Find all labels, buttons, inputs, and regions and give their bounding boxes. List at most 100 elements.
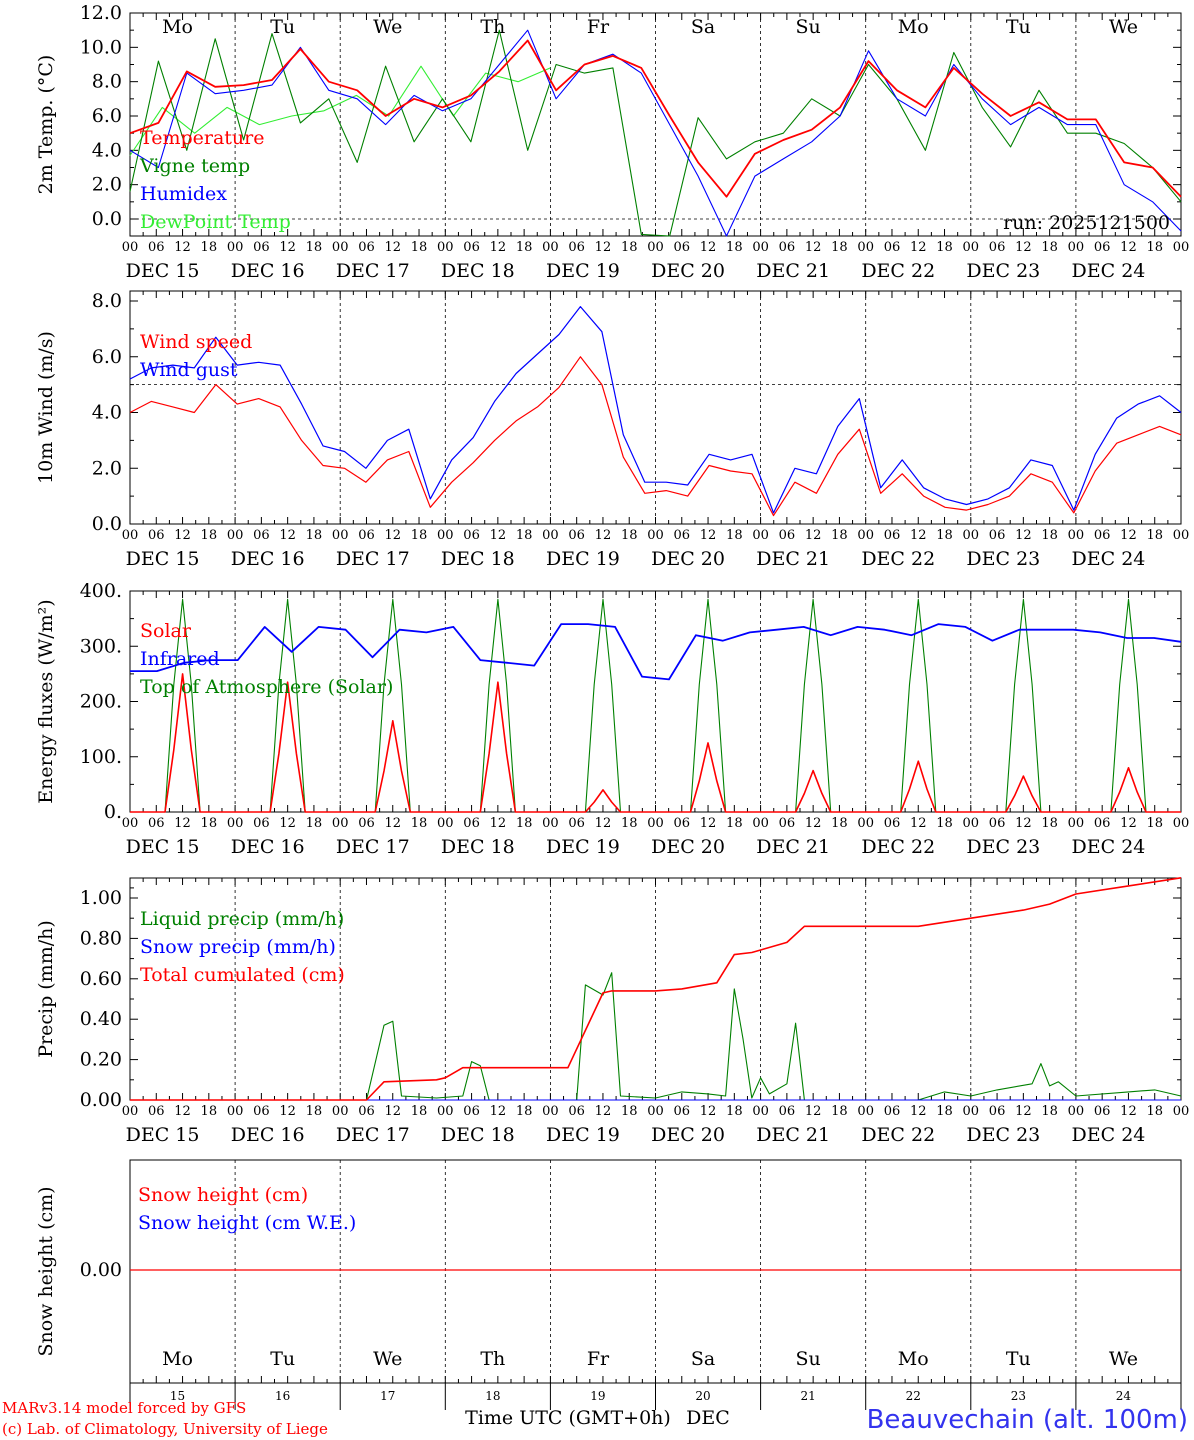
- hour-tick-label: 18: [621, 240, 638, 255]
- legend-entry: Wind gust: [140, 359, 238, 381]
- hour-tick-label: 00: [1173, 528, 1190, 543]
- hour-tick-label: 00: [332, 1104, 349, 1119]
- hour-tick-label: 06: [253, 240, 270, 255]
- hour-tick-label: 00: [437, 1104, 454, 1119]
- hour-tick-label: 12: [384, 1104, 401, 1119]
- y-tick-label: 8.0: [92, 290, 122, 312]
- wind-series-line: [129, 306, 1182, 514]
- hour-tick-label: 12: [910, 1104, 927, 1119]
- hour-tick-label: 00: [1068, 240, 1085, 255]
- hour-tick-label: 06: [463, 528, 480, 543]
- hour-tick-label: 06: [1094, 816, 1111, 831]
- panel-frame: [129, 12, 1182, 237]
- hour-tick-label: 00: [122, 528, 139, 543]
- hour-tick-label: 18: [306, 240, 323, 255]
- date-label: DEC 17: [336, 1124, 410, 1146]
- hour-tick-label: 18: [831, 816, 848, 831]
- day-number-label: 17: [380, 1389, 395, 1403]
- hour-tick-label: 12: [1120, 528, 1137, 543]
- chart-panel-4: 1.00 0.80 0.60 0.40 0.20 0.00 Precip (mm/h) 00 0…: [35, 877, 1190, 1146]
- hour-tick-label: 12: [700, 1104, 717, 1119]
- day-number-label: 21: [801, 1389, 816, 1403]
- date-label: DEC 15: [126, 836, 200, 858]
- hour-tick-label: 18: [516, 528, 533, 543]
- hour-tick-label: 18: [306, 816, 323, 831]
- day-of-week-label: Sa: [691, 1348, 715, 1370]
- hour-tick-label: 06: [989, 816, 1006, 831]
- hour-tick-label: 06: [674, 816, 691, 831]
- hour-tick-label: 00: [122, 240, 139, 255]
- infrared-line: [130, 623, 1182, 681]
- hour-tick-label: 06: [1094, 1104, 1111, 1119]
- chart-panel-3: 400. 300. 200. 100. 0. Energy fluxes (W/m²) 00…: [35, 580, 1189, 858]
- footer-copyright-line: (c) Lab. of Climatology, University of L…: [2, 1420, 328, 1438]
- date-label: DEC 15: [126, 548, 200, 570]
- y-tick-label: 1.00: [80, 887, 122, 909]
- date-label: DEC 21: [756, 836, 830, 858]
- hour-tick-label: 00: [1173, 1104, 1190, 1119]
- hour-tick-label: 06: [779, 1104, 796, 1119]
- hour-tick-label: 12: [910, 528, 927, 543]
- hour-tick-label: 12: [1015, 528, 1032, 543]
- hour-tick-label: 12: [279, 528, 296, 543]
- day-number-label: 19: [590, 1389, 605, 1403]
- y-tick-label: 6.0: [92, 346, 122, 368]
- day-of-week-label: Mo: [898, 16, 929, 38]
- hour-tick-label: 06: [989, 1104, 1006, 1119]
- y-tick-label: 200.: [80, 691, 122, 713]
- hour-tick-label: 00: [752, 528, 769, 543]
- day-of-week-label: Tu: [270, 1348, 295, 1370]
- hour-tick-label: 06: [674, 528, 691, 543]
- legend-entry: Solar: [140, 620, 192, 642]
- y-tick-label: 0.0: [92, 208, 122, 230]
- hour-tick-label: 12: [384, 816, 401, 831]
- hour-tick-label: 12: [595, 1104, 612, 1119]
- hour-tick-label: 06: [358, 528, 375, 543]
- legend-entry: Total cumulated (cm): [140, 964, 345, 986]
- date-label: DEC 22: [861, 1124, 935, 1146]
- date-label: DEC 19: [546, 836, 620, 858]
- hour-tick-label: 00: [1068, 1104, 1085, 1119]
- hour-tick-label: 06: [779, 240, 796, 255]
- hour-tick-label: 00: [332, 528, 349, 543]
- day-number-label: 24: [1116, 1389, 1132, 1403]
- hour-tick-label: 06: [884, 240, 901, 255]
- date-label: DEC 23: [966, 260, 1040, 282]
- wind-series-line: [129, 356, 1182, 517]
- day-of-week-label: We: [1109, 16, 1138, 38]
- hour-tick-label: 12: [490, 1104, 507, 1119]
- day-of-week-label: We: [1109, 1348, 1138, 1370]
- legend-entry: Humidex: [140, 183, 227, 205]
- date-label: DEC 24: [1072, 1124, 1146, 1146]
- charts: 12.0 10.0 8.0 6.0 4.0 2.0 0.0 2m Temp. (°C) 00 06…: [35, 2, 1190, 1384]
- y-tick-label: 6.0: [92, 105, 122, 127]
- legend-entry: DewPoint Temp: [140, 211, 291, 233]
- date-label: DEC 22: [861, 260, 935, 282]
- day-of-week-label: Mo: [162, 16, 193, 38]
- precip-series-line: [130, 877, 1182, 1101]
- hour-tick-label: 18: [1041, 240, 1058, 255]
- hour-tick-label: 18: [1041, 528, 1058, 543]
- hour-tick-label: 06: [674, 240, 691, 255]
- date-label: DEC 16: [231, 260, 305, 282]
- hour-tick-label: 00: [647, 240, 664, 255]
- day-number-label: 20: [695, 1389, 710, 1403]
- day-of-week-label: Mo: [898, 1348, 929, 1370]
- date-label: DEC 17: [336, 260, 410, 282]
- legend-entry: Snow precip (mm/h): [140, 936, 336, 958]
- day-of-week-label: Tu: [1006, 1348, 1031, 1370]
- hour-tick-label: 12: [490, 240, 507, 255]
- hour-tick-label: 18: [936, 240, 953, 255]
- footer-model-line: MARv3.14 model forced by GFS: [2, 1399, 246, 1417]
- day-of-week-label: Fr: [587, 16, 610, 38]
- hour-tick-label: 18: [831, 528, 848, 543]
- hour-tick-label: 06: [779, 816, 796, 831]
- day-of-week-label: Mo: [162, 1348, 193, 1370]
- temperature-series-line: [129, 29, 1182, 237]
- hour-tick-label: 12: [805, 528, 822, 543]
- y-tick-label: 400.: [80, 580, 122, 602]
- y-tick-label: 0.0: [92, 513, 122, 535]
- hour-tick-label: 12: [174, 816, 191, 831]
- date-label: DEC 20: [651, 836, 725, 858]
- hour-tick-label: 18: [726, 528, 743, 543]
